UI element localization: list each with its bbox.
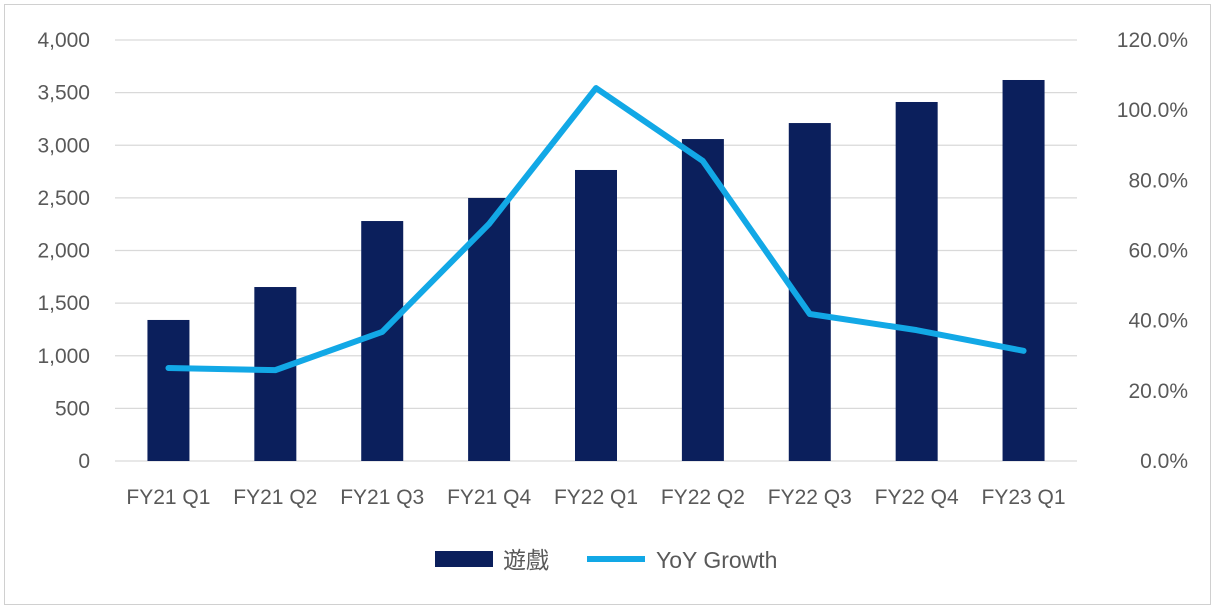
- x-tick-label: FY22 Q4: [875, 486, 959, 509]
- left-tick-label: 1,000: [37, 345, 90, 368]
- left-tick-label: 500: [55, 397, 90, 420]
- right-tick-label: 0.0%: [1140, 450, 1188, 473]
- bar: [1002, 79, 1045, 462]
- legend-label-bar: 遊戲: [503, 547, 549, 573]
- x-tick-label: FY23 Q1: [982, 486, 1066, 509]
- right-tick-label: 120.0%: [1117, 29, 1188, 52]
- x-tick-label: FY21 Q2: [233, 486, 317, 509]
- x-axis-ticks: FY21 Q1 FY21 Q2 FY21 Q3 FY21 Q4 FY22 Q1 FY22 …: [126, 486, 1065, 509]
- left-tick-label: 2,000: [37, 240, 90, 263]
- chart-frame: [4, 4, 1211, 605]
- x-tick-label: FY22 Q1: [554, 486, 638, 509]
- legend-label-line: YoY Growth: [656, 547, 777, 573]
- x-tick-label: FY21 Q1: [126, 486, 210, 509]
- bar: [147, 319, 190, 461]
- left-tick-label: 0: [78, 450, 90, 473]
- x-tick-label: FY21 Q4: [447, 486, 531, 509]
- right-tick-label: 100.0%: [1117, 99, 1188, 122]
- bar: [681, 139, 724, 461]
- bar: [361, 221, 404, 461]
- right-tick-label: 40.0%: [1128, 310, 1188, 333]
- bar: [895, 101, 938, 461]
- left-tick-label: 4,000: [37, 29, 90, 52]
- right-tick-label: 20.0%: [1128, 380, 1188, 403]
- line-series: [165, 85, 1027, 374]
- x-tick-label: FY22 Q3: [768, 486, 852, 509]
- right-axis-ticks: 0.0% 20.0% 40.0% 60.0% 80.0% 100.0% 120.0%: [1117, 29, 1188, 473]
- bar: [254, 287, 297, 461]
- left-tick-label: 3,000: [37, 134, 90, 157]
- right-tick-label: 60.0%: [1128, 240, 1188, 263]
- left-tick-label: 1,500: [37, 292, 90, 315]
- bar-series: [147, 79, 1045, 462]
- legend: 遊戲 YoY Growth: [435, 547, 777, 573]
- x-tick-label: FY22 Q2: [661, 486, 745, 509]
- left-axis-ticks: 0 500 1,000 1,500 2,000 2,500 3,000 3,500 4,000: [37, 29, 90, 473]
- left-tick-label: 2,500: [37, 187, 90, 210]
- left-tick-label: 3,500: [37, 82, 90, 105]
- x-tick-label: FY21 Q3: [340, 486, 424, 509]
- bar: [575, 169, 617, 461]
- right-tick-label: 80.0%: [1128, 169, 1188, 192]
- legend-swatch-bar: [435, 551, 493, 567]
